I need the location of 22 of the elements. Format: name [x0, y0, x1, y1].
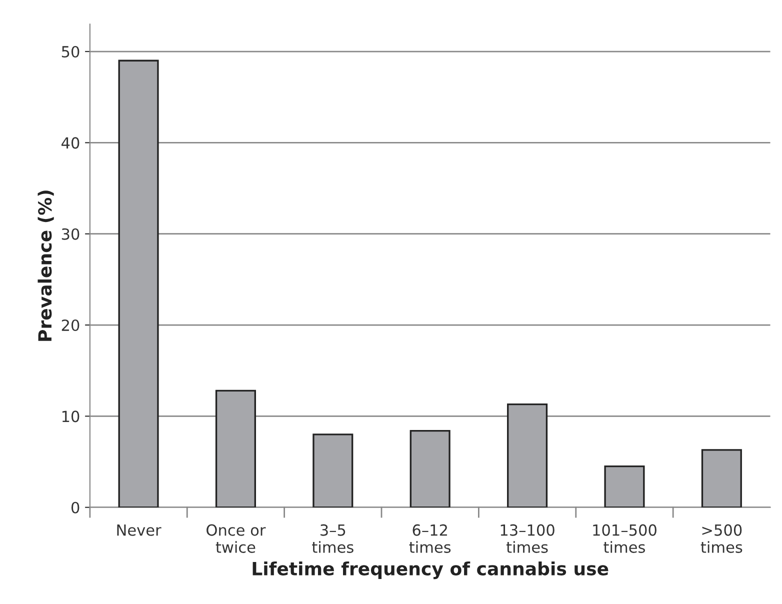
x-tick-label: Once or twice: [206, 524, 266, 553]
x-tick-label: >500 times: [700, 524, 742, 553]
y-axis-title: Prevalence (%): [38, 190, 54, 341]
bar: [215, 390, 256, 508]
bar: [507, 404, 548, 508]
x-tick-label: Never: [117, 524, 162, 536]
x-tick-label: 3–5 times: [312, 524, 354, 553]
y-tick-label: 30: [62, 228, 80, 240]
x-axis-title: Lifetime frequency of cannabis use: [252, 561, 608, 580]
y-tick-label: 0: [71, 502, 80, 514]
bar: [604, 466, 645, 508]
y-tick-label: 50: [62, 46, 80, 58]
x-tick-label: 6–12 times: [409, 524, 451, 553]
y-tick-label: 40: [62, 137, 80, 149]
x-tick-label: 13–100 times: [500, 524, 554, 553]
bar: [410, 430, 450, 508]
y-tick-label: 20: [62, 319, 80, 332]
bar: [118, 60, 159, 508]
bar: [312, 434, 354, 508]
y-tick-label: 10: [62, 410, 80, 422]
bar: [701, 449, 742, 508]
x-tick-label: 101–500 times: [593, 524, 656, 553]
